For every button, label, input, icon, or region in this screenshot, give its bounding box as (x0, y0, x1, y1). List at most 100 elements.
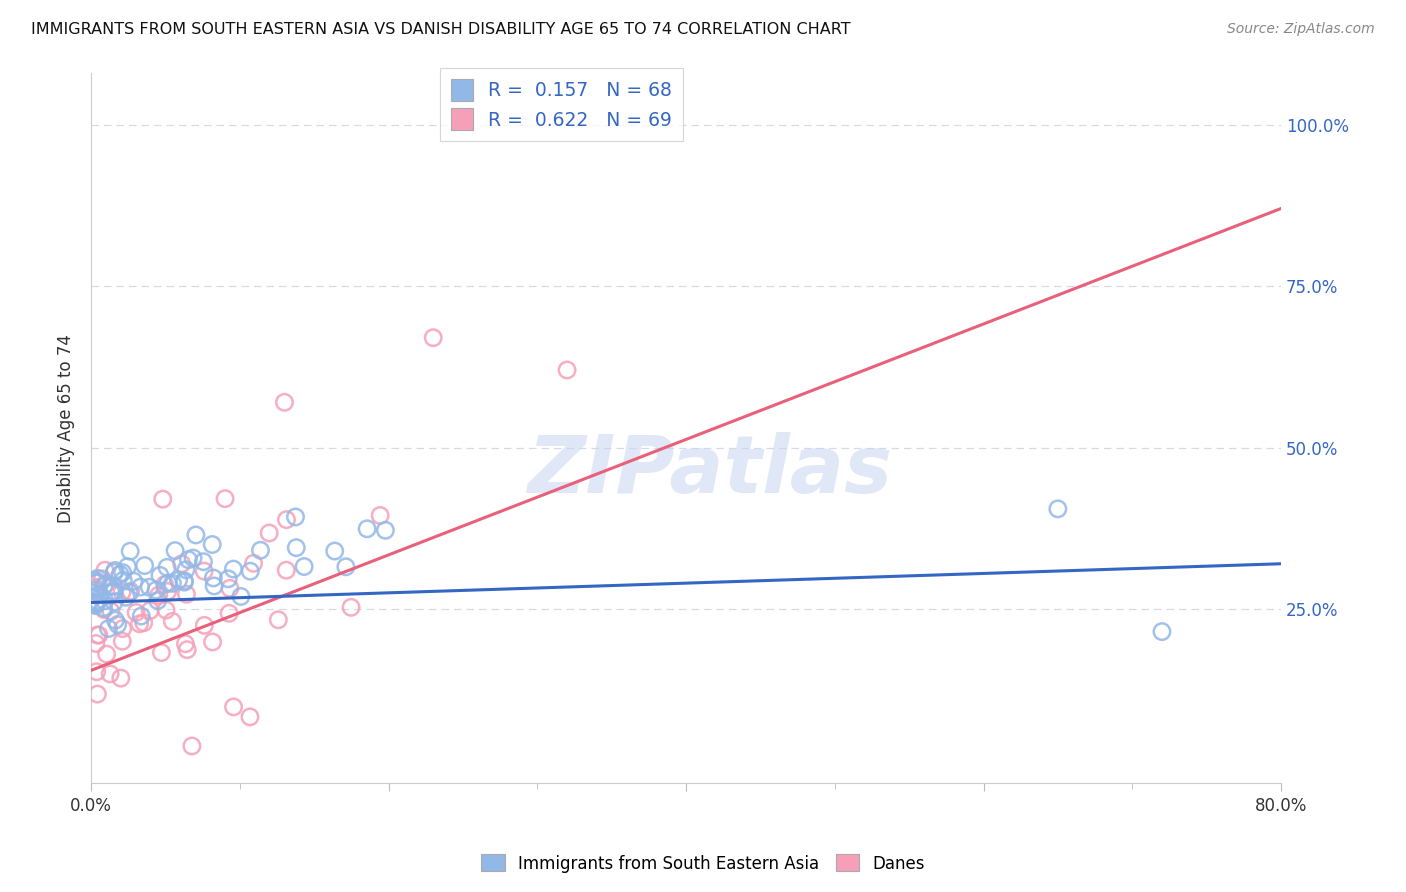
Y-axis label: Disability Age 65 to 74: Disability Age 65 to 74 (58, 334, 75, 523)
Point (120, 544, 142, 558)
Point (285, 541, 308, 555)
Point (284, 510, 307, 524)
Point (249, 543, 271, 558)
Point (165, 543, 187, 558)
Point (100, 604, 122, 618)
Point (93, 593, 115, 607)
Point (86, 593, 108, 607)
Point (239, 564, 262, 578)
Point (1150, 624, 1173, 639)
Point (110, 671, 132, 685)
Point (104, 563, 127, 577)
Point (162, 576, 184, 591)
Point (129, 580, 152, 594)
Point (107, 617, 129, 632)
Text: Source: ZipAtlas.com: Source: ZipAtlas.com (1227, 22, 1375, 37)
Point (217, 572, 239, 586)
Point (292, 559, 315, 574)
Legend: R =  0.157   N = 68, R =  0.622   N = 69: R = 0.157 N = 68, R = 0.622 N = 69 (440, 68, 683, 141)
Point (202, 571, 225, 585)
Point (139, 603, 162, 617)
Point (84, 574, 107, 588)
Point (193, 564, 215, 578)
Point (128, 616, 150, 631)
Point (96, 647, 118, 661)
Point (104, 613, 127, 627)
Point (122, 574, 145, 589)
Point (229, 590, 252, 604)
Point (1046, 501, 1069, 516)
Point (201, 635, 224, 649)
Point (276, 513, 298, 527)
Point (93, 579, 115, 593)
Point (239, 710, 262, 724)
Point (134, 558, 156, 573)
Point (153, 577, 176, 591)
Point (94, 577, 117, 591)
Point (202, 579, 225, 593)
Point (174, 563, 197, 577)
Point (120, 584, 142, 599)
Point (155, 603, 177, 617)
Point (103, 584, 125, 599)
Point (91, 572, 114, 586)
Point (222, 699, 245, 714)
Point (84, 580, 107, 594)
Point (173, 574, 195, 588)
Point (86, 687, 108, 701)
Text: IMMIGRANTS FROM SOUTH EASTERN ASIA VS DANISH DISABILITY AGE 65 TO 74 CORRELATION: IMMIGRANTS FROM SOUTH EASTERN ASIA VS DA… (31, 22, 851, 37)
Point (115, 591, 138, 605)
Point (214, 491, 236, 506)
Legend: Immigrants from South Eastern Asia, Danes: Immigrants from South Eastern Asia, Dane… (474, 847, 932, 880)
Point (86, 596, 108, 610)
Point (84, 597, 107, 611)
Point (181, 739, 204, 753)
Point (149, 568, 172, 582)
Point (86, 628, 108, 642)
Point (117, 559, 139, 574)
Point (177, 552, 200, 566)
Point (94, 563, 117, 577)
Point (276, 563, 298, 577)
Point (162, 615, 184, 629)
Point (98, 666, 121, 681)
Point (170, 557, 193, 571)
Point (193, 555, 215, 569)
Point (145, 583, 167, 598)
Point (184, 528, 207, 542)
Point (335, 559, 357, 574)
Point (146, 593, 169, 607)
Point (267, 613, 290, 627)
Point (103, 584, 125, 599)
Point (84, 599, 107, 613)
Point (167, 573, 190, 587)
Point (112, 574, 135, 588)
Point (218, 607, 240, 621)
Point (273, 395, 295, 409)
Point (138, 580, 160, 594)
Point (100, 586, 122, 600)
Point (97, 622, 120, 636)
Point (111, 566, 134, 580)
Text: ZIPatlas: ZIPatlas (527, 432, 893, 509)
Point (150, 646, 173, 660)
Point (86, 575, 108, 590)
Point (156, 576, 179, 591)
Point (222, 562, 245, 576)
Point (125, 606, 148, 620)
Point (111, 634, 134, 648)
Point (84, 582, 107, 597)
Point (129, 609, 152, 624)
Point (84, 636, 107, 650)
Point (89, 587, 111, 601)
Point (86, 571, 108, 585)
Point (111, 622, 134, 636)
Point (555, 363, 578, 377)
Point (173, 575, 195, 590)
Point (84, 575, 107, 590)
Point (323, 544, 346, 558)
Point (176, 642, 198, 657)
Point (368, 508, 391, 523)
Point (201, 537, 224, 551)
Point (91, 600, 114, 615)
